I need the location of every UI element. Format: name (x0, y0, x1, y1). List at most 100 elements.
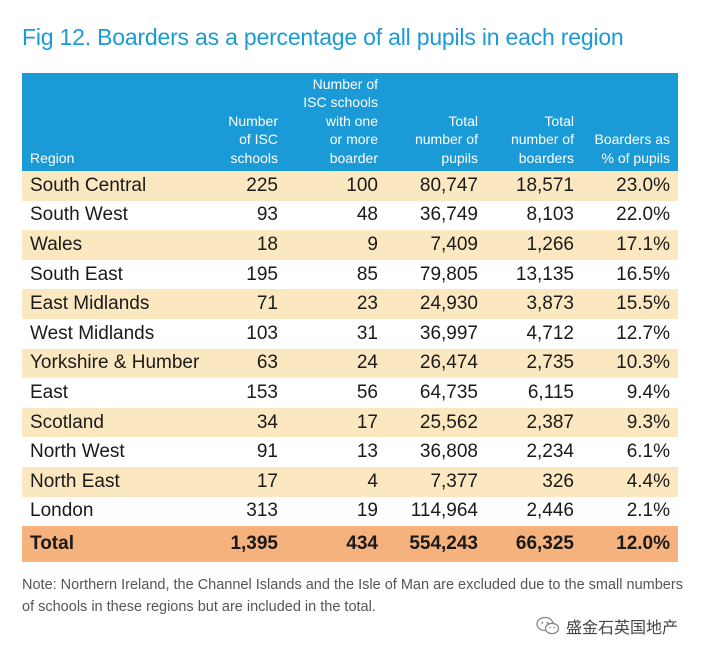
table-row: South East 195 85 79,805 13,135 16.5% (22, 259, 678, 290)
value-cell: 195 (246, 263, 278, 285)
value-cell: 9 (367, 233, 378, 255)
value-cell: 19 (356, 500, 378, 522)
value-cell: 7,377 (430, 470, 478, 492)
column-header-line: number of (510, 131, 574, 147)
column-header-line: schools (230, 149, 278, 166)
region-cell: Wales (30, 233, 83, 255)
value-cell: 4.4% (626, 470, 670, 492)
table-row: Scotland 34 17 25,562 2,387 9.3% (22, 407, 678, 438)
column-header-line: Region (30, 149, 75, 166)
total-value: 1,395 (230, 533, 278, 555)
value-cell: 63 (256, 352, 278, 374)
value-cell: 16.5% (616, 263, 670, 285)
table-row: East Midlands 71 23 24,930 3,873 15.5% (22, 289, 678, 319)
table-row: South Central 225 100 80,747 18,571 23.0% (22, 171, 678, 201)
column-header-line: boarders (518, 149, 574, 166)
wechat-icon (536, 616, 560, 635)
value-cell: 91 (256, 441, 278, 463)
value-cell: 2,735 (526, 352, 574, 374)
value-cell: 326 (542, 470, 574, 492)
table-row: Yorkshire & Humber 63 24 26,474 2,735 10.3% (22, 348, 678, 379)
value-cell: 8,103 (526, 204, 574, 226)
value-cell: 93 (256, 204, 278, 226)
value-cell: 2,387 (526, 411, 574, 433)
region-cell: South West (30, 204, 128, 226)
watermark-text: 盛金石英国地产 (566, 620, 679, 637)
column-header-line: boarder (329, 149, 378, 166)
value-cell: 1,266 (526, 233, 574, 255)
value-cell: 9.4% (626, 381, 670, 403)
value-cell: 24 (356, 352, 378, 374)
column-header-line: Number (228, 112, 278, 129)
value-cell: 6,115 (527, 381, 574, 403)
value-cell: 10.3% (616, 352, 670, 374)
region-cell: London (30, 500, 94, 522)
region-cell: West Midlands (30, 322, 155, 344)
value-cell: 23.0% (616, 174, 670, 196)
value-cell: 2,234 (526, 441, 574, 463)
value-cell: 34 (256, 411, 278, 433)
total-value: 554,243 (409, 533, 478, 555)
value-cell: 17 (256, 470, 278, 492)
column-header-line: Boarders as (594, 131, 670, 147)
value-cell: 22.0% (616, 204, 670, 226)
table-row: South West 93 48 36,749 8,103 22.0% (22, 200, 678, 231)
column-header-line: Number of (312, 75, 378, 92)
value-cell: 79,805 (419, 263, 478, 285)
value-cell: 13,135 (515, 263, 574, 285)
total-value: 434 (346, 533, 378, 555)
region-cell: South Central (30, 174, 147, 196)
region-cell: East Midlands (30, 293, 150, 315)
table-row: North East 17 4 7,377 326 4.4% (22, 466, 678, 497)
value-cell: 24,930 (419, 293, 478, 315)
table-header-row: Region Number of ISC schools Number of ISC sc… (22, 73, 678, 171)
column-header-line: number of (414, 131, 478, 147)
value-cell: 23 (356, 293, 378, 315)
total-row: Total 1,395 434 554,243 66,325 12.0% (22, 526, 678, 563)
value-cell: 36,749 (419, 204, 478, 226)
value-cell: 4,712 (526, 322, 574, 344)
value-cell: 18,571 (515, 174, 574, 196)
value-cell: 153 (246, 381, 278, 403)
boarders-table: Region Number of ISC schools Number of ISC sc… (22, 73, 678, 563)
value-cell: 13 (356, 441, 378, 463)
table-row: London 313 19 114,964 2,446 2.1% (22, 496, 678, 527)
column-header-line: or more (329, 131, 378, 147)
chart-title: Fig 12. Boarders as a percentage of all … (22, 24, 624, 50)
column-header-line: ISC schools (303, 94, 378, 110)
value-cell: 26,474 (419, 352, 478, 374)
value-cell: 31 (356, 322, 378, 344)
table-row: West Midlands 103 31 36,997 4,712 12.7% (22, 318, 678, 349)
value-cell: 103 (246, 322, 278, 344)
value-cell: 64,735 (419, 381, 478, 403)
value-cell: 3,873 (526, 293, 574, 315)
value-cell: 2,446 (526, 500, 574, 522)
column-header: Region (22, 73, 200, 171)
region-cell: North West (30, 441, 125, 463)
column-header-line: Total (448, 112, 478, 129)
column-header: Total number of boarders (486, 73, 582, 171)
column-header: Boarders as % of pupils (582, 73, 678, 171)
column-header-line: of ISC (239, 131, 278, 147)
column-header: Number of ISC schools (200, 73, 286, 171)
region-cell: East (30, 381, 69, 403)
value-cell: 15.5% (616, 293, 670, 315)
value-cell: 36,808 (419, 441, 478, 463)
table-row: North West 91 13 36,808 2,234 6.1% (22, 437, 678, 467)
total-value: 66,325 (515, 533, 574, 555)
value-cell: 114,964 (410, 500, 478, 522)
value-cell: 17 (356, 411, 378, 433)
table-row: Wales 18 9 7,409 1,266 17.1% (22, 230, 678, 260)
footnote: Note: Northern Ireland, the Channel Isla… (22, 577, 683, 615)
column-header-line: pupils (441, 149, 478, 166)
total-label: Total (30, 533, 74, 555)
value-cell: 12.7% (616, 322, 670, 344)
table-body: South Central 225 100 80,747 18,571 23.0% Sout… (22, 171, 678, 527)
value-cell: 25,562 (419, 411, 478, 433)
table-row: East 153 56 64,735 6,115 9.4% (22, 378, 678, 408)
value-cell: 36,997 (419, 322, 478, 344)
value-cell: 4 (367, 470, 378, 492)
value-cell: 225 (246, 174, 278, 196)
region-cell: Scotland (30, 411, 104, 433)
value-cell: 9.3% (626, 411, 670, 433)
